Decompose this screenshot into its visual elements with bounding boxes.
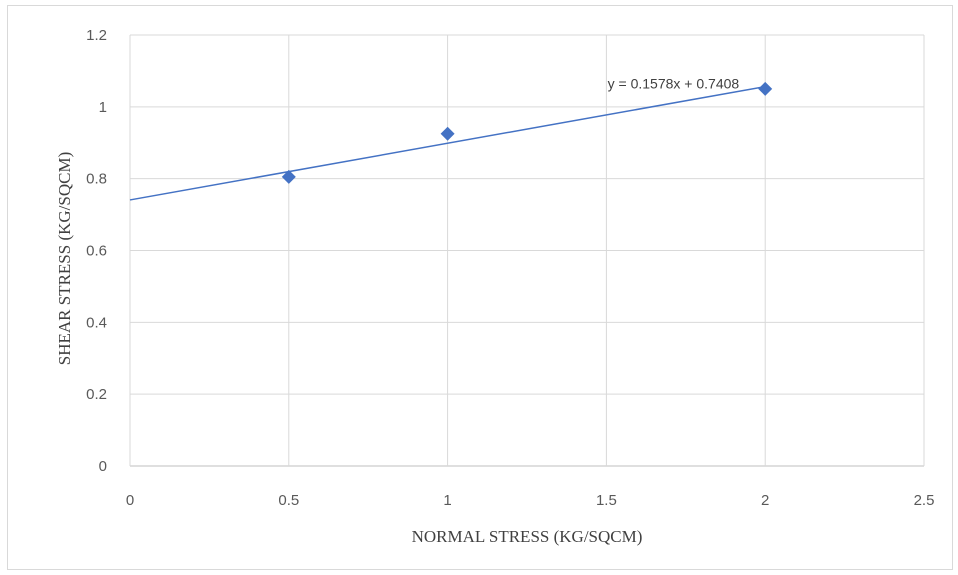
data-point-diamond [440,126,455,141]
y-tick-label: 1 [99,99,107,116]
y-tick-label: 0.8 [86,171,107,188]
grid-lines [129,34,925,467]
x-tick-label: 0.5 [278,492,299,509]
x-tick-label: 1 [443,492,451,509]
data-point-diamond [758,81,773,96]
y-axis-title: SHEAR STRESS (KG/SQCM) [55,152,74,366]
y-tick-label: 0 [99,458,107,475]
chart-frame [7,5,953,570]
x-tick-label: 1.5 [596,492,617,509]
x-tick-label: 0 [126,492,134,509]
x-axis-title: NORMAL STRESS (KG/SQCM) [412,527,643,546]
data-point-diamond [281,169,296,184]
trendline-group [129,85,766,201]
y-tick-label: 1.2 [86,27,107,44]
y-tick-label: 0.6 [86,243,107,260]
trendline-equation: y = 0.1578x + 0.7408 [608,76,740,92]
tick-labels: 0 0.2 0.4 0.6 0.8 1 1.2 0 0.5 1 1.5 2 2.5 [86,27,934,509]
x-tick-label: 2 [761,492,769,509]
y-tick-label: 0.2 [86,386,107,403]
data-points [281,81,773,184]
x-tick-label: 2.5 [914,492,935,509]
trendline [129,85,766,201]
y-tick-label: 0.4 [86,314,107,331]
